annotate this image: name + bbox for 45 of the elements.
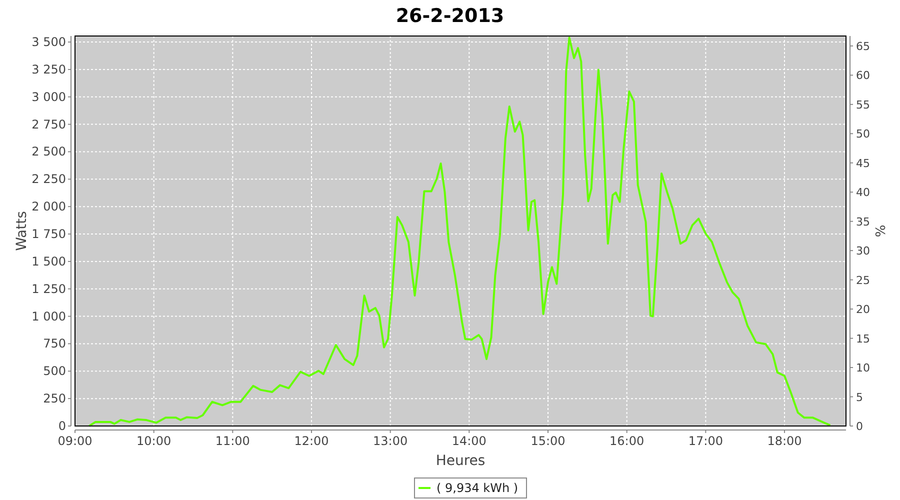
legend-label: ( 9,934 kWh ) bbox=[436, 481, 518, 495]
y2-tick-label: 65 bbox=[856, 40, 870, 53]
y-axis-title: Watts bbox=[14, 211, 30, 251]
y2-tick-label: 50 bbox=[856, 128, 870, 141]
y2-tick-label: 10 bbox=[856, 362, 870, 375]
x-tick-label: 16:00 bbox=[610, 434, 644, 448]
x-tick-label: 11:00 bbox=[215, 434, 250, 448]
y-tick-label: 3 250 bbox=[32, 62, 66, 76]
x-tick-label: 10:00 bbox=[136, 434, 172, 448]
y-tick-label: 2 000 bbox=[32, 200, 66, 214]
x-tick-label: 13:00 bbox=[373, 434, 408, 448]
y-tick-label: 1 000 bbox=[32, 309, 66, 324]
y2-tick-label: 20 bbox=[856, 303, 870, 316]
y-tick-label: 2 500 bbox=[32, 144, 66, 159]
y2-tick-label: 55 bbox=[856, 98, 870, 112]
y2-tick-label: 15 bbox=[856, 332, 870, 346]
y2-tick-label: 35 bbox=[856, 215, 870, 228]
x-tick-label: 14:00 bbox=[452, 434, 486, 448]
y2-tick-label: 45 bbox=[856, 156, 870, 170]
line-series bbox=[88, 36, 832, 427]
y2-tick-label: 30 bbox=[856, 244, 870, 258]
x-tick-label: 12:00 bbox=[294, 434, 329, 448]
y2-axis-title: % bbox=[874, 224, 889, 238]
x-tick-label: 15:00 bbox=[530, 434, 566, 448]
y-tick-label: 750 bbox=[43, 336, 66, 351]
y2-tick-label: 60 bbox=[856, 69, 870, 82]
x-axis-title: Heures bbox=[436, 453, 486, 469]
y-tick-label: 2 250 bbox=[32, 172, 66, 186]
chart-title: 26-2-2013 bbox=[396, 5, 504, 27]
y-tick-label: 500 bbox=[43, 364, 66, 378]
y-tick-label: 0 bbox=[58, 419, 66, 433]
y2-tick-label: 25 bbox=[856, 274, 870, 287]
y-tick-label: 1 750 bbox=[32, 227, 66, 242]
y-tick-label: 1 500 bbox=[32, 254, 66, 268]
y2-tick-label: 40 bbox=[856, 186, 870, 200]
x-tick-label: 09:00 bbox=[58, 434, 92, 448]
y-tick-label: 3 500 bbox=[32, 35, 66, 50]
x-tick-label: 17:00 bbox=[688, 434, 723, 448]
y-tick-label: 2 750 bbox=[32, 117, 66, 132]
x-tick-label: 18:00 bbox=[767, 434, 802, 448]
y-tick-label: 3 000 bbox=[32, 90, 66, 104]
y-tick-label: 1 250 bbox=[32, 282, 66, 296]
y-tick-label: 250 bbox=[43, 392, 66, 406]
y2-tick-label: 0 bbox=[856, 420, 863, 433]
y2-tick-label: 5 bbox=[856, 390, 863, 404]
